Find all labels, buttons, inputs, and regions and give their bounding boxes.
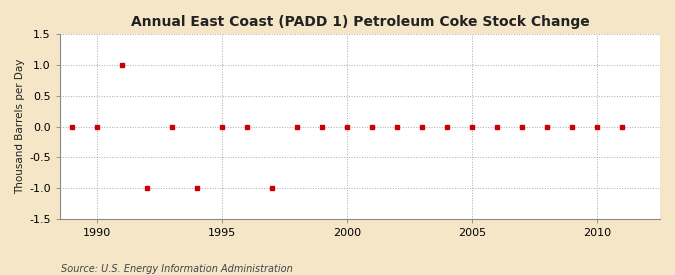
Title: Annual East Coast (PADD 1) Petroleum Coke Stock Change: Annual East Coast (PADD 1) Petroleum Cok…	[130, 15, 589, 29]
Y-axis label: Thousand Barrels per Day: Thousand Barrels per Day	[15, 59, 25, 194]
Text: Source: U.S. Energy Information Administration: Source: U.S. Energy Information Administ…	[61, 264, 292, 274]
